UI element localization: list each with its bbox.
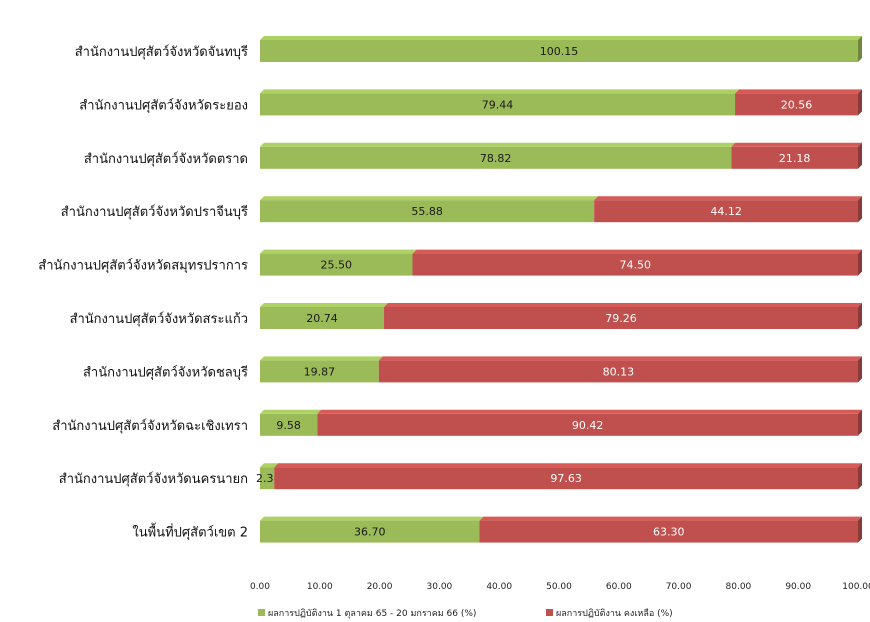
bar-segment-remaining: 44.12 <box>594 196 862 222</box>
x-tick-label: 90.00 <box>785 582 811 592</box>
x-tick-label: 20.00 <box>367 582 393 592</box>
category-label: ในพื้นที่ปศุสัตว์เขต 2 <box>132 523 248 541</box>
bar-segment-completed: 9.58 <box>260 410 321 436</box>
bar-segment-remaining: 90.42 <box>317 410 862 436</box>
category-label: สำนักงานปศุสัตว์จังหวัดจันทบุรี <box>75 44 248 60</box>
category-label: สำนักงานปศุสัตว์จังหวัดฉะเชิงเทรา <box>52 418 248 434</box>
x-tick-label: 80.00 <box>726 582 752 592</box>
x-tick-label: 40.00 <box>486 582 512 592</box>
data-label: 90.42 <box>572 419 604 432</box>
bar-segment-completed: 20.74 <box>260 303 388 329</box>
data-label: 21.18 <box>779 152 811 165</box>
data-label: 63.30 <box>653 526 685 539</box>
data-label: 19.87 <box>304 365 336 378</box>
x-tick-label: 60.00 <box>606 582 632 592</box>
data-label: 100.15 <box>540 45 579 58</box>
x-tick-label: 30.00 <box>427 582 453 592</box>
bar-segment-completed: 78.82 <box>260 143 735 169</box>
bar-segment-completed: 36.70 <box>260 517 483 543</box>
bar-segment-remaining: 80.13 <box>379 356 862 382</box>
bar-segment-remaining: 63.30 <box>479 517 862 543</box>
legend-label-remaining: ผลการปฏิบัติงาน คงเหลือ (%) <box>556 608 673 619</box>
data-label: 80.13 <box>603 365 635 378</box>
category-label: สำนักงานปศุสัตว์จังหวัดสมุทรปราการ <box>38 258 248 274</box>
x-tick-label: 70.00 <box>666 582 692 592</box>
data-label: 36.70 <box>354 526 386 539</box>
legend-swatch-remaining <box>546 609 553 616</box>
data-label: 79.26 <box>605 312 637 325</box>
x-tick-label: 0.00 <box>250 582 270 592</box>
legend: ผลการปฏิบัติงาน 1 ตุลาคม 65 - 20 มกราคม … <box>258 608 673 619</box>
category-label: สำนักงานปศุสัตว์จังหวัดระยอง <box>79 97 248 113</box>
bar-segment-remaining: 20.56 <box>735 89 862 115</box>
bar-segment-remaining: 97.63 <box>274 463 862 489</box>
data-label: 44.12 <box>710 205 742 218</box>
category-label: สำนักงานปศุสัตว์จังหวัดนครนายก <box>59 471 248 487</box>
data-label: 55.88 <box>411 205 443 218</box>
category-label: สำนักงานปศุสัตว์จังหวัดปราจีนบุรี <box>61 204 248 220</box>
data-label: 74.50 <box>619 259 651 272</box>
x-tick-label: 50.00 <box>546 582 572 592</box>
data-label: 97.63 <box>550 472 582 485</box>
bar-segment-remaining: 79.26 <box>384 303 862 329</box>
bar-segment-remaining: 74.50 <box>412 250 862 276</box>
category-label: สำนักงานปศุสัตว์จังหวัดตราด <box>84 151 248 167</box>
x-tick-label: 100.00 <box>842 582 870 592</box>
category-label: สำนักงานปศุสัตว์จังหวัดสระแก้ว <box>70 311 248 327</box>
category-labels: สำนักงานปศุสัตว์จังหวัดจันทบุรีสำนักงานป… <box>38 44 248 541</box>
bar-segment-completed: 25.50 <box>260 250 416 276</box>
data-label: 79.44 <box>482 98 514 111</box>
bar-segment-remaining: 21.18 <box>731 143 862 169</box>
bars-layer: 100.15 79.44 20.56 78.82 21.18 55.88 44.12 25.5… <box>256 36 862 543</box>
bar-segment-completed: 79.44 <box>260 89 739 115</box>
bar-segment-completed: 100.15 <box>260 36 862 62</box>
data-label: 25.50 <box>320 259 352 272</box>
legend-label-completed: ผลการปฏิบัติงาน 1 ตุลาคม 65 - 20 มกราคม … <box>268 608 476 619</box>
data-label: 20.74 <box>306 312 338 325</box>
data-label: 78.82 <box>480 152 512 165</box>
x-tick-label: 10.00 <box>307 582 333 592</box>
data-label: 9.58 <box>276 419 301 432</box>
bar-segment-completed: 55.88 <box>260 196 598 222</box>
category-label: สำนักงานปศุสัตว์จังหวัดชลบุรี <box>83 364 248 380</box>
data-label: 20.56 <box>781 98 813 111</box>
bar-segment-completed: 19.87 <box>260 356 383 382</box>
legend-swatch-completed <box>258 609 265 616</box>
x-axis-tick-labels: 0.00 10.00 20.00 30.00 40.00 50.00 60.00 70.00 8… <box>250 582 870 592</box>
